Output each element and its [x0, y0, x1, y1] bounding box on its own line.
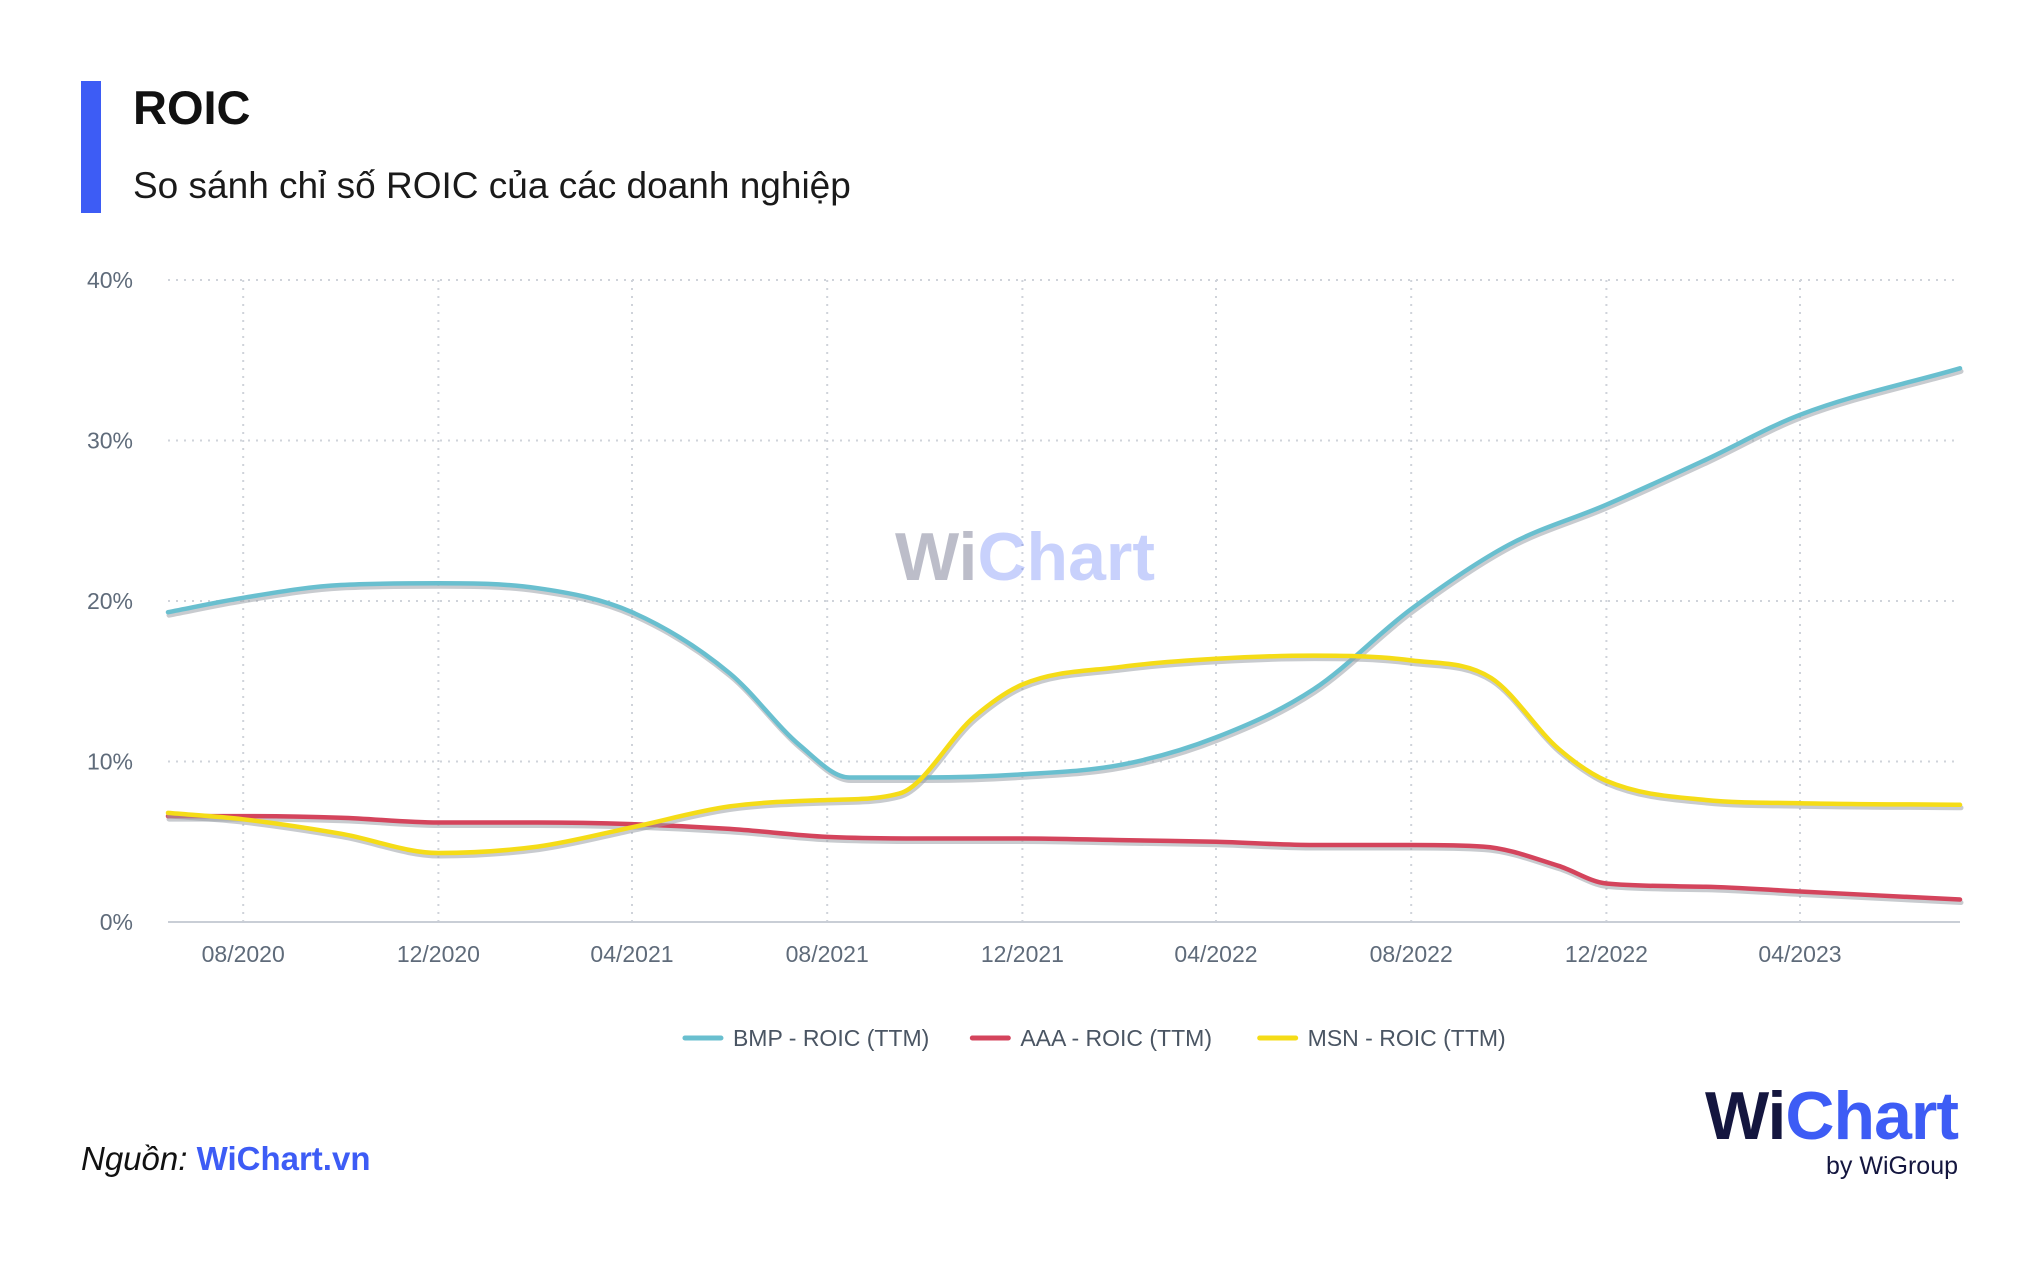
y-tick-label: 0% [100, 909, 133, 935]
source-link[interactable]: WiChart.vn [196, 1140, 371, 1177]
y-tick-label: 20% [87, 588, 133, 614]
series-3 [165, 653, 1964, 859]
legend-item-2[interactable]: AAA - ROIC (TTM) [969, 1025, 1212, 1051]
legend-item-3[interactable]: MSN - ROIC (TTM) [1257, 1025, 1506, 1051]
x-tick-label: 04/2022 [1174, 941, 1257, 967]
wichart-logo: WiChart [1705, 1082, 1959, 1150]
x-tick-label: 08/2020 [202, 941, 285, 967]
title-accent-bar [81, 81, 101, 213]
legend-label: MSN - ROIC (TTM) [1308, 1025, 1506, 1051]
x-axis-ticks: 08/2020 12/2020 04/2021 08/2021 12/2021 04/20… [202, 941, 1842, 967]
chart-subtitle: So sánh chỉ số ROIC của các doanh nghiệp [133, 165, 851, 206]
legend-label: AAA - ROIC (TTM) [1020, 1025, 1212, 1051]
legend-item-1[interactable]: BMP - ROIC (TTM) [682, 1025, 929, 1051]
series-line-shadow [166, 816, 1964, 905]
y-axis-ticks: 0% 10% 20% 30% 40% [87, 267, 133, 935]
series-line [165, 366, 1963, 780]
x-tick-label: 12/2022 [1565, 941, 1648, 967]
brand-tagline: by WiGroup [1826, 1152, 1958, 1180]
x-tick-label: 04/2021 [590, 941, 673, 967]
x-tick-label: 12/2020 [397, 941, 480, 967]
x-tick-label: 12/2021 [981, 941, 1064, 967]
x-tick-label: 08/2022 [1370, 941, 1453, 967]
y-tick-label: 10% [87, 749, 133, 775]
y-tick-label: 30% [87, 428, 133, 454]
legend-label: BMP - ROIC (TTM) [733, 1025, 929, 1051]
series [165, 366, 1964, 905]
x-tick-label: 04/2023 [1758, 941, 1841, 967]
brand-logo: WiChart by WiGroup [1705, 1082, 1959, 1181]
logo-wi: Wi [1704, 1078, 1786, 1154]
series-2 [165, 813, 1964, 905]
source-label: Nguồn: [81, 1140, 188, 1177]
series-1 [165, 366, 1964, 784]
watermark: WiChart [895, 519, 1155, 595]
series-line [165, 813, 1963, 902]
x-tick-label: 08/2021 [786, 941, 869, 967]
series-line-shadow [166, 656, 1964, 859]
logo-chart: Chart [1785, 1078, 1959, 1154]
y-tick-label: 40% [87, 267, 133, 293]
grid [168, 279, 1960, 923]
series-line [165, 653, 1963, 856]
legend[interactable]: BMP - ROIC (TTM) AAA - ROIC (TTM) MSN - RO… [682, 1025, 1506, 1051]
series-line-shadow [166, 368, 1964, 784]
source-note: Nguồn: WiChart.vn [81, 1140, 370, 1178]
chart-title: ROIC [133, 81, 251, 134]
